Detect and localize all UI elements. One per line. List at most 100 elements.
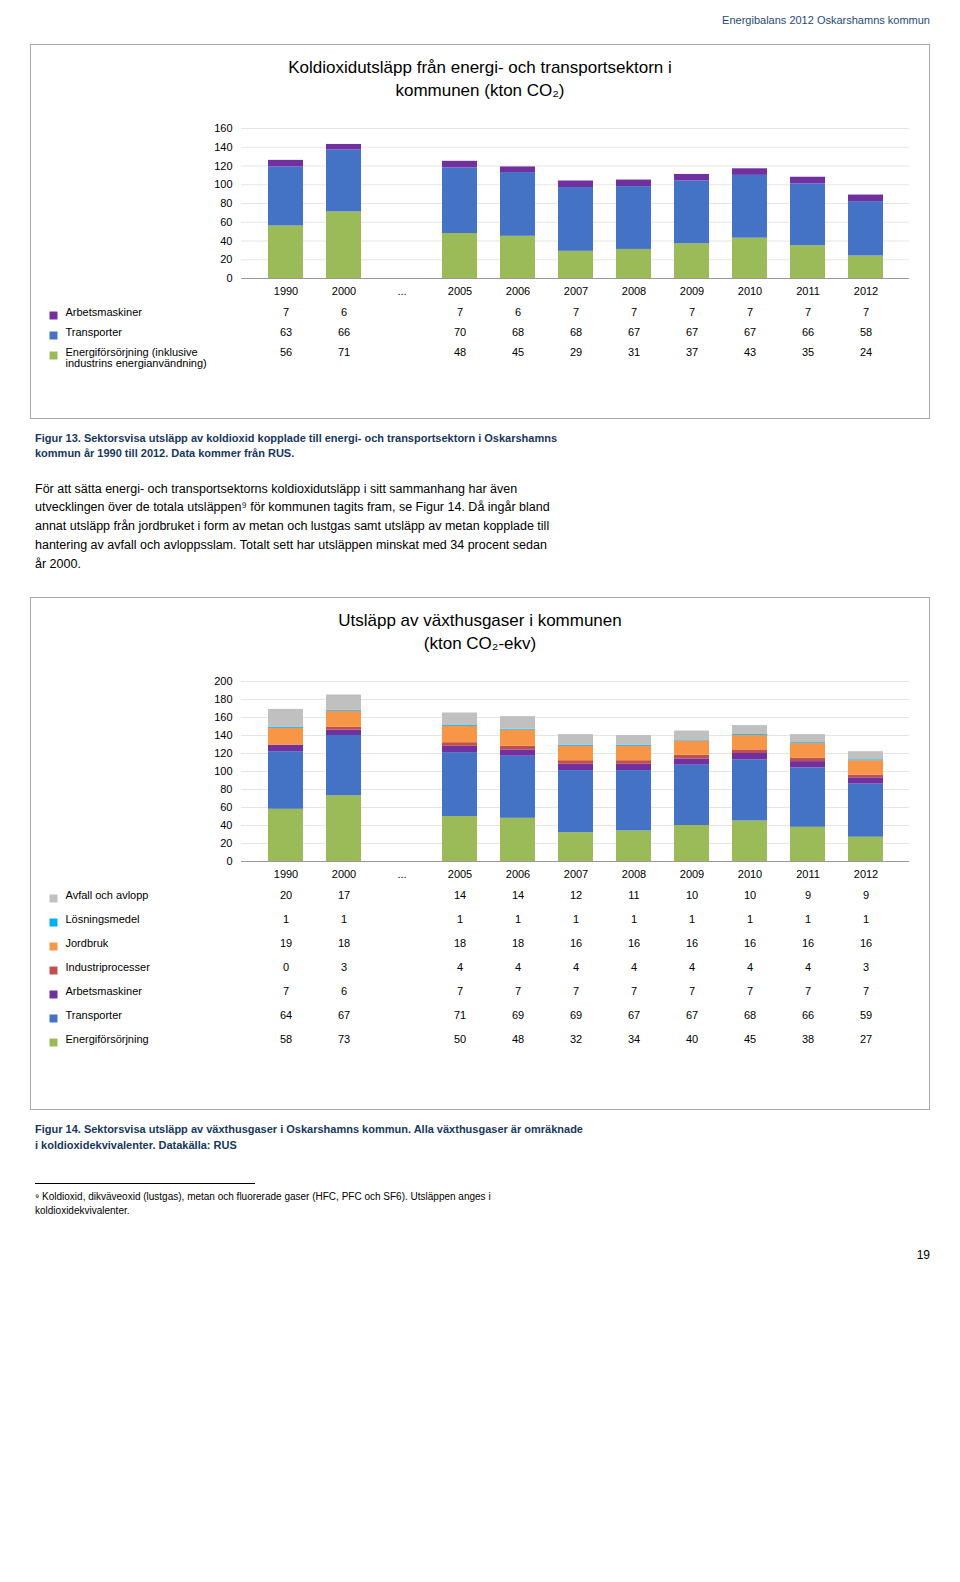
svg-text:Jordbruk: Jordbruk (66, 938, 109, 950)
svg-text:67: 67 (686, 326, 698, 338)
svg-text:180: 180 (214, 693, 232, 705)
svg-text:7: 7 (515, 986, 521, 998)
svg-text:...: ... (397, 285, 406, 297)
svg-text:Arbetsmaskiner: Arbetsmaskiner (66, 306, 143, 318)
svg-text:32: 32 (570, 1034, 582, 1046)
svg-text:14: 14 (512, 890, 524, 902)
svg-text:Energiförsörjning: Energiförsörjning (66, 1034, 149, 1046)
svg-text:20: 20 (280, 890, 292, 902)
svg-text:7: 7 (747, 986, 753, 998)
svg-text:2007: 2007 (564, 285, 588, 297)
svg-text:2008: 2008 (622, 285, 646, 297)
svg-text:1: 1 (457, 914, 463, 926)
svg-text:Arbetsmaskiner: Arbetsmaskiner (66, 986, 143, 998)
svg-text:9: 9 (805, 890, 811, 902)
svg-text:48: 48 (454, 346, 466, 358)
svg-text:40: 40 (220, 819, 232, 831)
svg-text:7: 7 (631, 986, 637, 998)
svg-text:1: 1 (515, 914, 521, 926)
svg-text:1: 1 (689, 914, 695, 926)
svg-text:1990: 1990 (274, 869, 298, 881)
svg-text:Transporter: Transporter (66, 1010, 123, 1022)
svg-text:2000: 2000 (332, 869, 356, 881)
svg-text:1: 1 (573, 914, 579, 926)
svg-text:18: 18 (454, 938, 466, 950)
svg-text:67: 67 (744, 326, 756, 338)
svg-text:0: 0 (226, 272, 232, 284)
svg-text:67: 67 (338, 1010, 350, 1022)
svg-text:2010: 2010 (738, 285, 762, 297)
svg-text:66: 66 (802, 326, 814, 338)
svg-text:6: 6 (341, 306, 347, 318)
svg-text:68: 68 (570, 326, 582, 338)
svg-text:24: 24 (860, 346, 872, 358)
svg-text:58: 58 (860, 326, 872, 338)
svg-text:56: 56 (280, 346, 292, 358)
svg-text:16: 16 (686, 938, 698, 950)
svg-text:7: 7 (689, 986, 695, 998)
svg-text:18: 18 (338, 938, 350, 950)
svg-text:4: 4 (805, 962, 811, 974)
svg-text:80: 80 (220, 197, 232, 209)
svg-text:2011: 2011 (796, 869, 820, 881)
svg-text:4: 4 (515, 962, 521, 974)
svg-text:4: 4 (689, 962, 695, 974)
svg-text:43: 43 (744, 346, 756, 358)
svg-text:58: 58 (280, 1034, 292, 1046)
svg-text:12: 12 (570, 890, 582, 902)
svg-text:31: 31 (628, 346, 640, 358)
svg-text:66: 66 (802, 1010, 814, 1022)
svg-text:64: 64 (280, 1010, 292, 1022)
svg-text:1: 1 (341, 914, 347, 926)
svg-text:6: 6 (515, 306, 521, 318)
svg-text:45: 45 (512, 346, 524, 358)
svg-text:140: 140 (214, 729, 232, 741)
svg-text:16: 16 (860, 938, 872, 950)
svg-text:67: 67 (628, 326, 640, 338)
svg-text:100: 100 (214, 178, 232, 190)
svg-text:60: 60 (220, 216, 232, 228)
svg-text:160: 160 (214, 122, 232, 134)
svg-text:48: 48 (512, 1034, 524, 1046)
svg-text:2012: 2012 (854, 869, 878, 881)
svg-text:60: 60 (220, 801, 232, 813)
svg-text:63: 63 (280, 326, 292, 338)
svg-text:45: 45 (744, 1034, 756, 1046)
svg-text:1: 1 (747, 914, 753, 926)
svg-text:0: 0 (283, 962, 289, 974)
svg-text:2008: 2008 (622, 869, 646, 881)
svg-text:Avfall och avlopp: Avfall och avlopp (66, 890, 149, 902)
svg-text:17: 17 (338, 890, 350, 902)
svg-text:7: 7 (573, 306, 579, 318)
svg-text:20: 20 (220, 837, 232, 849)
svg-text:69: 69 (512, 1010, 524, 1022)
svg-text:2000: 2000 (332, 285, 356, 297)
svg-text:7: 7 (457, 306, 463, 318)
svg-text:2006: 2006 (506, 869, 530, 881)
svg-text:1: 1 (805, 914, 811, 926)
svg-text:34: 34 (628, 1034, 640, 1046)
svg-text:3: 3 (341, 962, 347, 974)
svg-text:4: 4 (747, 962, 753, 974)
svg-text:16: 16 (802, 938, 814, 950)
svg-text:2011: 2011 (796, 285, 820, 297)
svg-text:80: 80 (220, 783, 232, 795)
svg-text:Energiförsörjning (inklusivein: Energiförsörjning (inklusiveindustrins e… (66, 346, 207, 369)
svg-text:2006: 2006 (506, 285, 530, 297)
svg-text:37: 37 (686, 346, 698, 358)
svg-text:40: 40 (220, 234, 232, 246)
svg-text:Industriprocesser: Industriprocesser (66, 962, 151, 974)
svg-text:68: 68 (512, 326, 524, 338)
svg-text:11: 11 (628, 890, 639, 902)
svg-text:9: 9 (863, 890, 869, 902)
svg-text:38: 38 (802, 1034, 814, 1046)
svg-text:2009: 2009 (680, 869, 704, 881)
svg-text:66: 66 (338, 326, 350, 338)
svg-text:2005: 2005 (448, 869, 472, 881)
svg-text:0: 0 (226, 855, 232, 867)
svg-text:2010: 2010 (738, 869, 762, 881)
svg-text:140: 140 (214, 141, 232, 153)
svg-text:7: 7 (689, 306, 695, 318)
svg-text:70: 70 (454, 326, 466, 338)
svg-text:18: 18 (512, 938, 524, 950)
